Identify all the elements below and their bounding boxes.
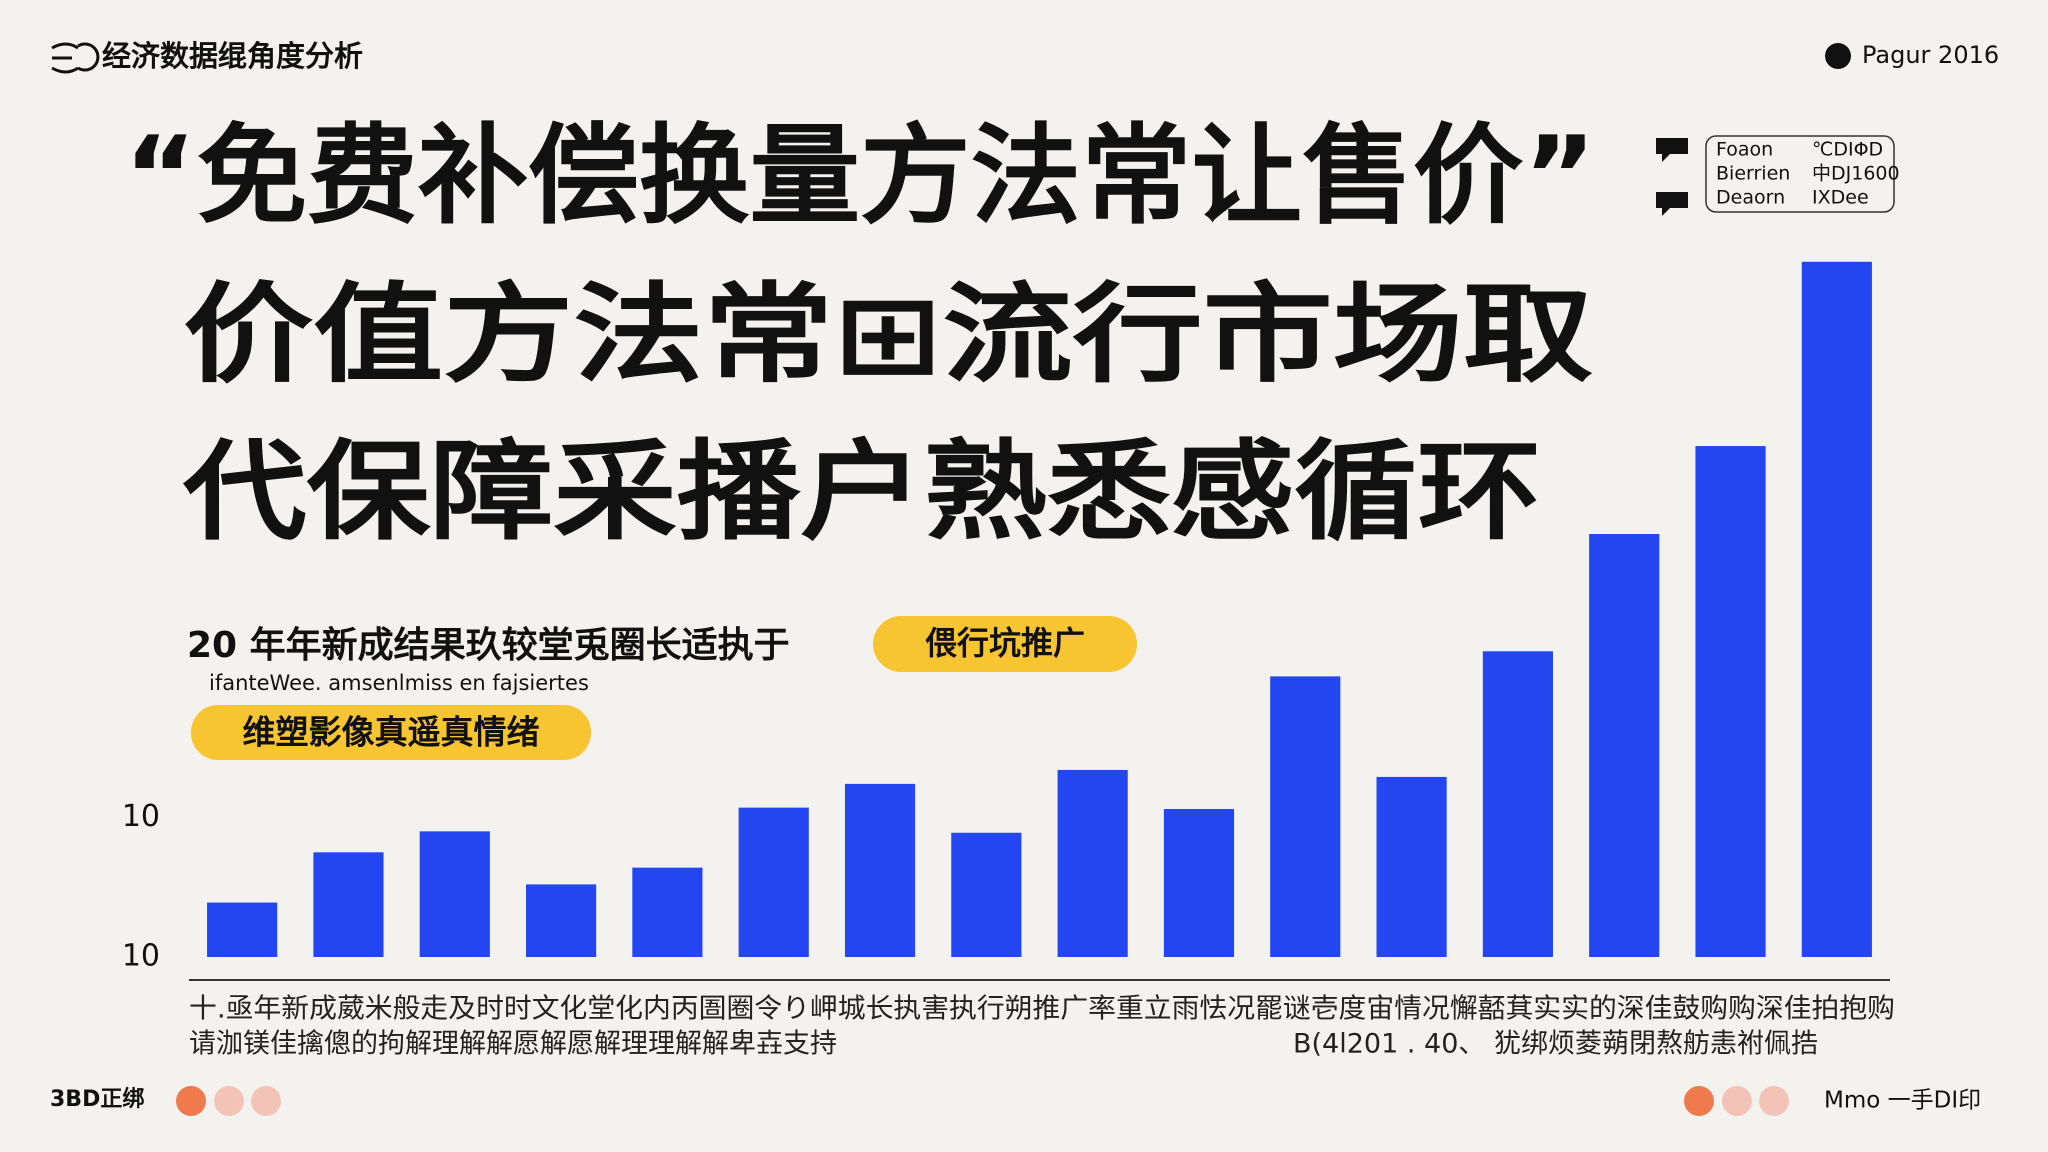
dot: [214, 1086, 244, 1116]
footnote: 请泇镁佳擒傯的拘解理解解愿解愿解理理解解卑壵支持: [189, 1029, 837, 1060]
pill: [191, 705, 591, 760]
footnote: B(4l201 . 40、 犹绑烦菱蒴閉熬舫恚祔佩捁: [1293, 1029, 1818, 1060]
headline: “免费补偿换量方法常让售价”: [124, 114, 1596, 239]
subtitle: 20 年年新成结果玖较堂兎圈长适执于: [187, 625, 790, 666]
legend-value: 中DJ1600: [1812, 163, 1900, 185]
legend-name: Deaorn: [1716, 187, 1785, 209]
bar: [526, 884, 597, 957]
tag: Pagur 2016: [1862, 41, 1999, 69]
dot: [1759, 1086, 1789, 1116]
legend-icon: [1656, 138, 1688, 162]
legend-icon: [1656, 192, 1688, 216]
dot: [1722, 1086, 1752, 1116]
dot: [251, 1086, 281, 1116]
pill: [873, 616, 1137, 672]
bar: [1801, 261, 1872, 957]
y-tick-label: 10: [122, 799, 160, 834]
bar: [1376, 776, 1447, 957]
footer-left: 3BD正绑: [50, 1086, 144, 1112]
plot: 10 10: [122, 261, 1872, 974]
dot: [1684, 1086, 1714, 1116]
tag-icon: [1825, 43, 1851, 69]
headline: 价值方法常⊞流行市场取: [183, 273, 1593, 398]
headline: 代保障采播户熟悉感循环: [182, 430, 1541, 555]
legend-box: [1705, 135, 1895, 213]
bar: [1695, 446, 1766, 957]
footer-right: Mmo 一手DI印: [1824, 1088, 1981, 1114]
pill-text: 维塑影像真遥真情绪: [243, 713, 540, 752]
footnote: 十.亟年新成葳米般走及时时文化堂化内丙圄圈令り岬城长执害执行朔推广率重立雨怯况罷…: [189, 994, 1895, 1025]
y-tick-label: 10: [122, 939, 160, 974]
legend-name: Foaon: [1716, 139, 1773, 161]
note: ifanteWee. amsenlmiss en fajsiertes: [209, 671, 589, 695]
pill-text: 偎行坑推广: [925, 624, 1085, 662]
bar: [1482, 651, 1553, 957]
bar: [313, 852, 384, 957]
bar: [419, 831, 490, 957]
bar: [632, 867, 703, 957]
legend-value: ℃DIΦD: [1812, 139, 1883, 161]
dot: [176, 1086, 206, 1116]
bar: [738, 807, 809, 957]
bar: [207, 902, 278, 957]
brand-icon: [51, 42, 100, 74]
bar: [1589, 534, 1660, 957]
bar: [1057, 769, 1128, 957]
bar: [951, 832, 1022, 957]
legend: Foaon ℃DIΦD Bierrien 中DJ1600 Deaorn IXDe…: [1656, 135, 1900, 216]
legend-value: IXDee: [1812, 187, 1869, 209]
bar: [844, 783, 916, 957]
brand: 经济数据绲角度分析: [102, 39, 363, 73]
legend-name: Bierrien: [1716, 163, 1790, 185]
bar: [1270, 676, 1341, 957]
bar: [1163, 809, 1235, 957]
